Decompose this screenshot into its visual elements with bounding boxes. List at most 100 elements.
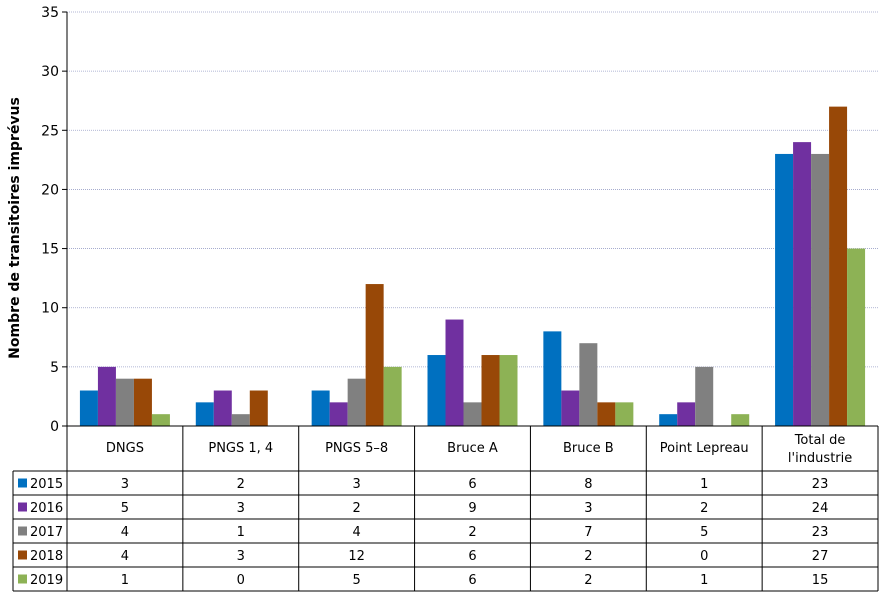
table-cell: 3	[121, 477, 129, 492]
bar-2017	[231, 414, 250, 426]
x-tick-label: PNGS 1, 4	[208, 441, 273, 456]
y-tick-label: 25	[41, 123, 59, 139]
bar-2016	[97, 366, 116, 426]
table-cell: 3	[584, 501, 592, 516]
table-cell: 8	[584, 477, 592, 492]
table-cell: 5	[121, 501, 129, 516]
gridlines	[67, 11, 878, 368]
table-cell: 6	[468, 573, 476, 588]
bar-2016	[677, 402, 696, 426]
table-cell: 23	[812, 477, 829, 492]
x-tick-label: Bruce B	[563, 441, 614, 456]
bar-2018	[249, 390, 268, 426]
bar-2016	[793, 142, 812, 426]
table-cell: 4	[121, 549, 129, 564]
bar-2016	[445, 319, 464, 426]
table-cell: 6	[468, 549, 476, 564]
table-cell: 5	[700, 525, 708, 540]
y-tick-label: 15	[41, 242, 59, 258]
x-tick-label: Total de l'industrie	[788, 433, 852, 466]
table-cell: 15	[812, 573, 829, 588]
table-cell: 23	[812, 525, 829, 540]
table-cell: 0	[700, 549, 708, 564]
bar-2018	[481, 355, 500, 426]
table-cell: 1	[700, 477, 708, 492]
table-cell: 3	[237, 501, 245, 516]
bar-2019	[847, 248, 866, 426]
data-table: DNGS PNGS 1, 4 PNGS 5–8 Bruce A Bruce B Point…	[12, 425, 879, 592]
x-tick-label: PNGS 5–8	[325, 441, 388, 456]
y-axis-label: Nombre de transitoires imprévus	[7, 97, 23, 359]
bar-2018	[133, 378, 152, 426]
table-cell: 6	[468, 477, 476, 492]
bar-2016	[329, 402, 348, 426]
table-cell: 4	[121, 525, 129, 540]
bar-2017	[579, 343, 598, 426]
bar-2016	[561, 390, 580, 426]
bar-2019	[615, 402, 634, 426]
table-cell: 1	[237, 525, 245, 540]
legend-label: 2019	[30, 573, 63, 588]
table-cell: 3	[237, 549, 245, 564]
bar-2017	[695, 366, 714, 426]
table-cell: 0	[237, 573, 245, 588]
bar-2018	[597, 402, 616, 426]
bar-2017	[347, 378, 366, 426]
axes	[62, 11, 68, 427]
bar-2015	[543, 331, 562, 426]
x-tick-label: Bruce A	[447, 441, 498, 456]
bar-2017	[115, 378, 134, 426]
table-cell: 5	[353, 573, 361, 588]
table-cell: 12	[348, 549, 365, 564]
table-cell: 2	[700, 501, 708, 516]
bar-2015	[659, 414, 678, 426]
table-cell: 4	[353, 525, 361, 540]
legend-label: 2018	[30, 549, 63, 564]
x-tick-label: DNGS	[106, 441, 144, 456]
y-tick-label: 35	[41, 5, 59, 21]
legend-swatch-2015	[18, 478, 27, 488]
table-cell: 7	[584, 525, 592, 540]
bar-2017	[463, 402, 482, 426]
bar-2019	[499, 355, 518, 426]
bar-2015	[311, 390, 330, 426]
y-tick-label: 20	[41, 182, 59, 198]
legend-label: 2015	[30, 477, 63, 492]
bar-2019	[151, 414, 170, 426]
table-cell: 9	[468, 501, 476, 516]
x-tick-label: Point Lepreau	[660, 441, 749, 456]
bar-2019	[731, 414, 750, 426]
table-cell: 24	[812, 501, 829, 516]
table-cell: 2	[584, 549, 592, 564]
bar-2015	[79, 390, 98, 426]
legend-label: 2016	[30, 501, 63, 516]
table-cell: 2	[237, 477, 245, 492]
y-tick-label: 5	[50, 360, 59, 376]
bar-2015	[195, 402, 214, 426]
bar-2018	[829, 106, 848, 426]
legend-label: 2017	[30, 525, 63, 540]
y-tick-label: 10	[41, 301, 59, 317]
bar-2016	[213, 390, 232, 426]
bar-2019	[383, 366, 402, 426]
table-cell: 3	[353, 477, 361, 492]
legend-swatch-2017	[18, 526, 27, 536]
table-cell: 2	[468, 525, 476, 540]
y-tick-label: 30	[41, 64, 59, 80]
y-tick-labels: 0 5 10 15 20 25 30 35	[41, 5, 59, 435]
legend-swatch-2018	[18, 550, 27, 560]
bar-2015	[775, 153, 794, 426]
table-cell: 2	[584, 573, 592, 588]
table-cell: 1	[121, 573, 129, 588]
bars	[79, 106, 866, 426]
bar-2018	[365, 284, 384, 426]
bar-2015	[427, 355, 446, 426]
legend-swatch-2019	[18, 574, 27, 584]
bar-2017	[811, 153, 830, 426]
table-cell: 27	[812, 549, 829, 564]
legend-swatch-2016	[18, 502, 27, 512]
table-cell: 1	[700, 573, 708, 588]
table-cell: 2	[353, 501, 361, 516]
y-tick-label: 0	[50, 419, 59, 435]
